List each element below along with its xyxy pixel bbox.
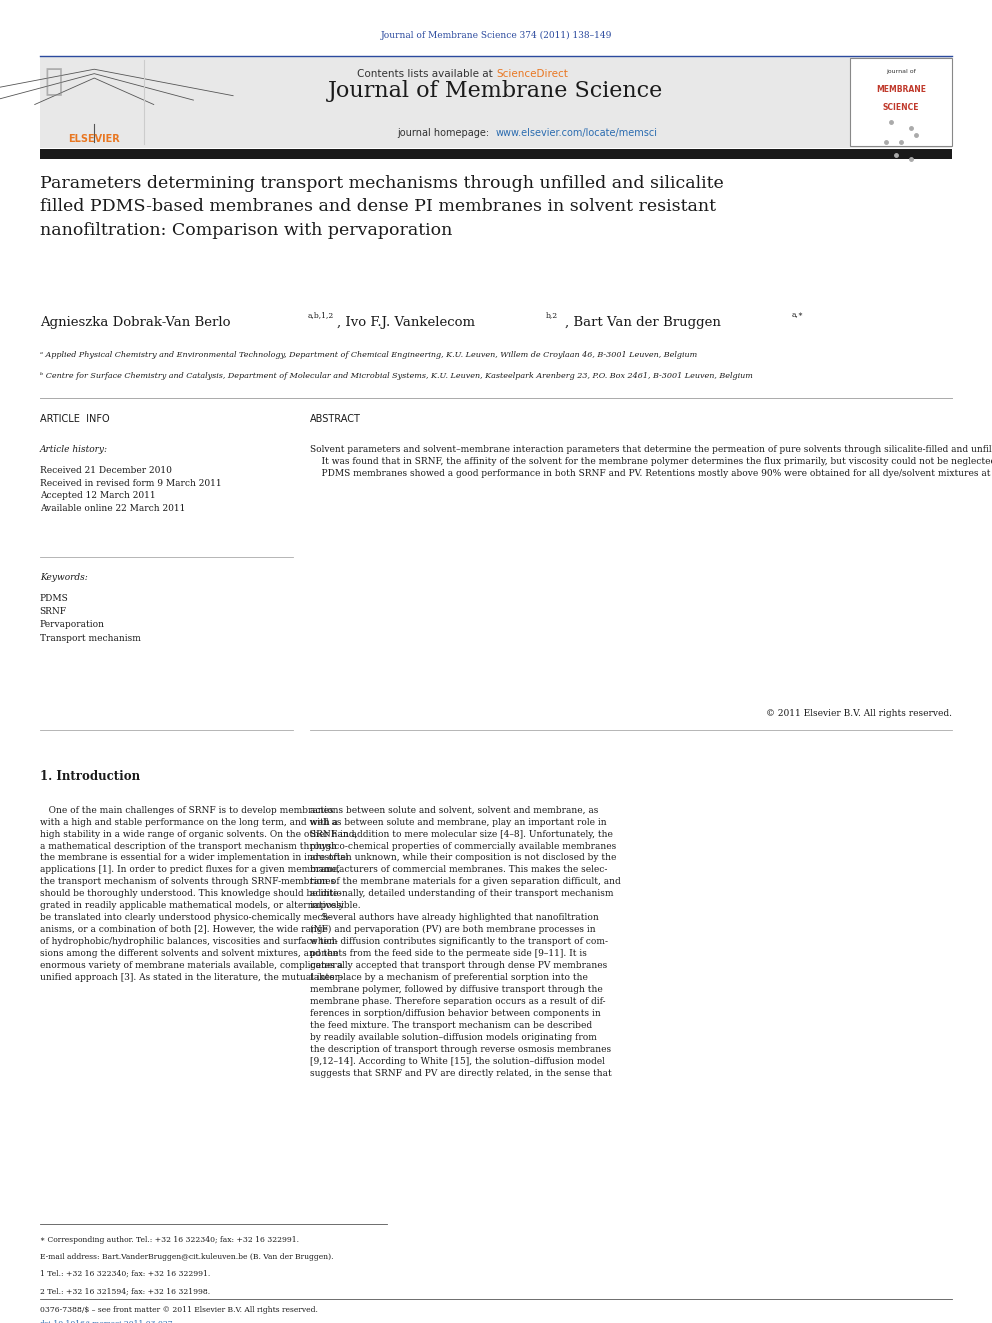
Bar: [40, 56, 952, 148]
Text: b,2: b,2: [546, 311, 558, 319]
Text: © 2011 Elsevier B.V. All rights reserved.: © 2011 Elsevier B.V. All rights reserved…: [766, 709, 952, 718]
Bar: [850, 58, 952, 146]
Text: SCIENCE: SCIENCE: [883, 103, 920, 112]
Text: journal of: journal of: [887, 69, 916, 74]
Text: a,b,1,2: a,b,1,2: [308, 311, 333, 319]
Bar: [40, 149, 952, 159]
Text: Agnieszka Dobrak-Van Berlo: Agnieszka Dobrak-Van Berlo: [40, 316, 230, 329]
Text: 0376-7388/$ – see front matter © 2011 Elsevier B.V. All rights reserved.: 0376-7388/$ – see front matter © 2011 El…: [40, 1306, 317, 1314]
Text: ARTICLE  INFO: ARTICLE INFO: [40, 414, 109, 425]
Text: ScienceDirect: ScienceDirect: [496, 69, 567, 79]
Text: ᵇ Centre for Surface Chemistry and Catalysis, Department of Molecular and Microb: ᵇ Centre for Surface Chemistry and Catal…: [40, 372, 753, 380]
Text: Parameters determining transport mechanisms through unfilled and silicalite
fill: Parameters determining transport mechani…: [40, 175, 723, 238]
Text: ABSTRACT: ABSTRACT: [310, 414, 360, 425]
Text: Keywords:: Keywords:: [40, 573, 87, 582]
Text: 1 Tel.: +32 16 322340; fax: +32 16 322991.: 1 Tel.: +32 16 322340; fax: +32 16 32299…: [40, 1270, 210, 1278]
Text: Received 21 December 2010
Received in revised form 9 March 2011
Accepted 12 Marc: Received 21 December 2010 Received in re…: [40, 466, 221, 513]
Text: actions between solute and solvent, solvent and membrane, as
well as between sol: actions between solute and solvent, solv…: [310, 806, 620, 1077]
Text: ELSEVIER: ELSEVIER: [68, 134, 120, 144]
Text: journal homepage:: journal homepage:: [398, 127, 496, 138]
Text: 2 Tel.: +32 16 321594; fax: +32 16 321998.: 2 Tel.: +32 16 321594; fax: +32 16 32199…: [40, 1287, 209, 1295]
Text: E-mail address: Bart.VanderBruggen@cit.kuleuven.be (B. Van der Bruggen).: E-mail address: Bart.VanderBruggen@cit.k…: [40, 1253, 333, 1261]
Text: ᵃ Applied Physical Chemistry and Environmental Technology, Department of Chemica: ᵃ Applied Physical Chemistry and Environ…: [40, 351, 697, 359]
Text: MEMBRANE: MEMBRANE: [876, 85, 927, 94]
Text: ∗ Corresponding author. Tel.: +32 16 322340; fax: +32 16 322991.: ∗ Corresponding author. Tel.: +32 16 322…: [40, 1236, 299, 1244]
Text: Journal of Membrane Science: Journal of Membrane Science: [328, 81, 664, 102]
Text: Solvent parameters and solvent–membrane interaction parameters that determine th: Solvent parameters and solvent–membrane …: [310, 445, 992, 478]
Text: a,∗: a,∗: [792, 311, 804, 319]
Text: www.elsevier.com/locate/memsci: www.elsevier.com/locate/memsci: [496, 127, 658, 138]
Text: PDMS
SRNF
Pervaporation
Transport mechanism: PDMS SRNF Pervaporation Transport mechan…: [40, 594, 141, 643]
Text: 𝕰: 𝕰: [45, 67, 62, 97]
Text: Journal of Membrane Science 374 (2011) 138–149: Journal of Membrane Science 374 (2011) 1…: [380, 30, 612, 40]
Text: doi:10.1016/j.memsci.2011.03.027: doi:10.1016/j.memsci.2011.03.027: [40, 1320, 174, 1323]
Text: 1. Introduction: 1. Introduction: [40, 770, 140, 783]
Text: One of the main challenges of SRNF is to develop membranes
with a high and stabl: One of the main challenges of SRNF is to…: [40, 806, 357, 982]
Text: , Ivo F.J. Vankelecom: , Ivo F.J. Vankelecom: [337, 316, 475, 329]
Text: Article history:: Article history:: [40, 445, 108, 454]
Text: Contents lists available at: Contents lists available at: [357, 69, 496, 79]
Text: , Bart Van der Bruggen: , Bart Van der Bruggen: [565, 316, 721, 329]
